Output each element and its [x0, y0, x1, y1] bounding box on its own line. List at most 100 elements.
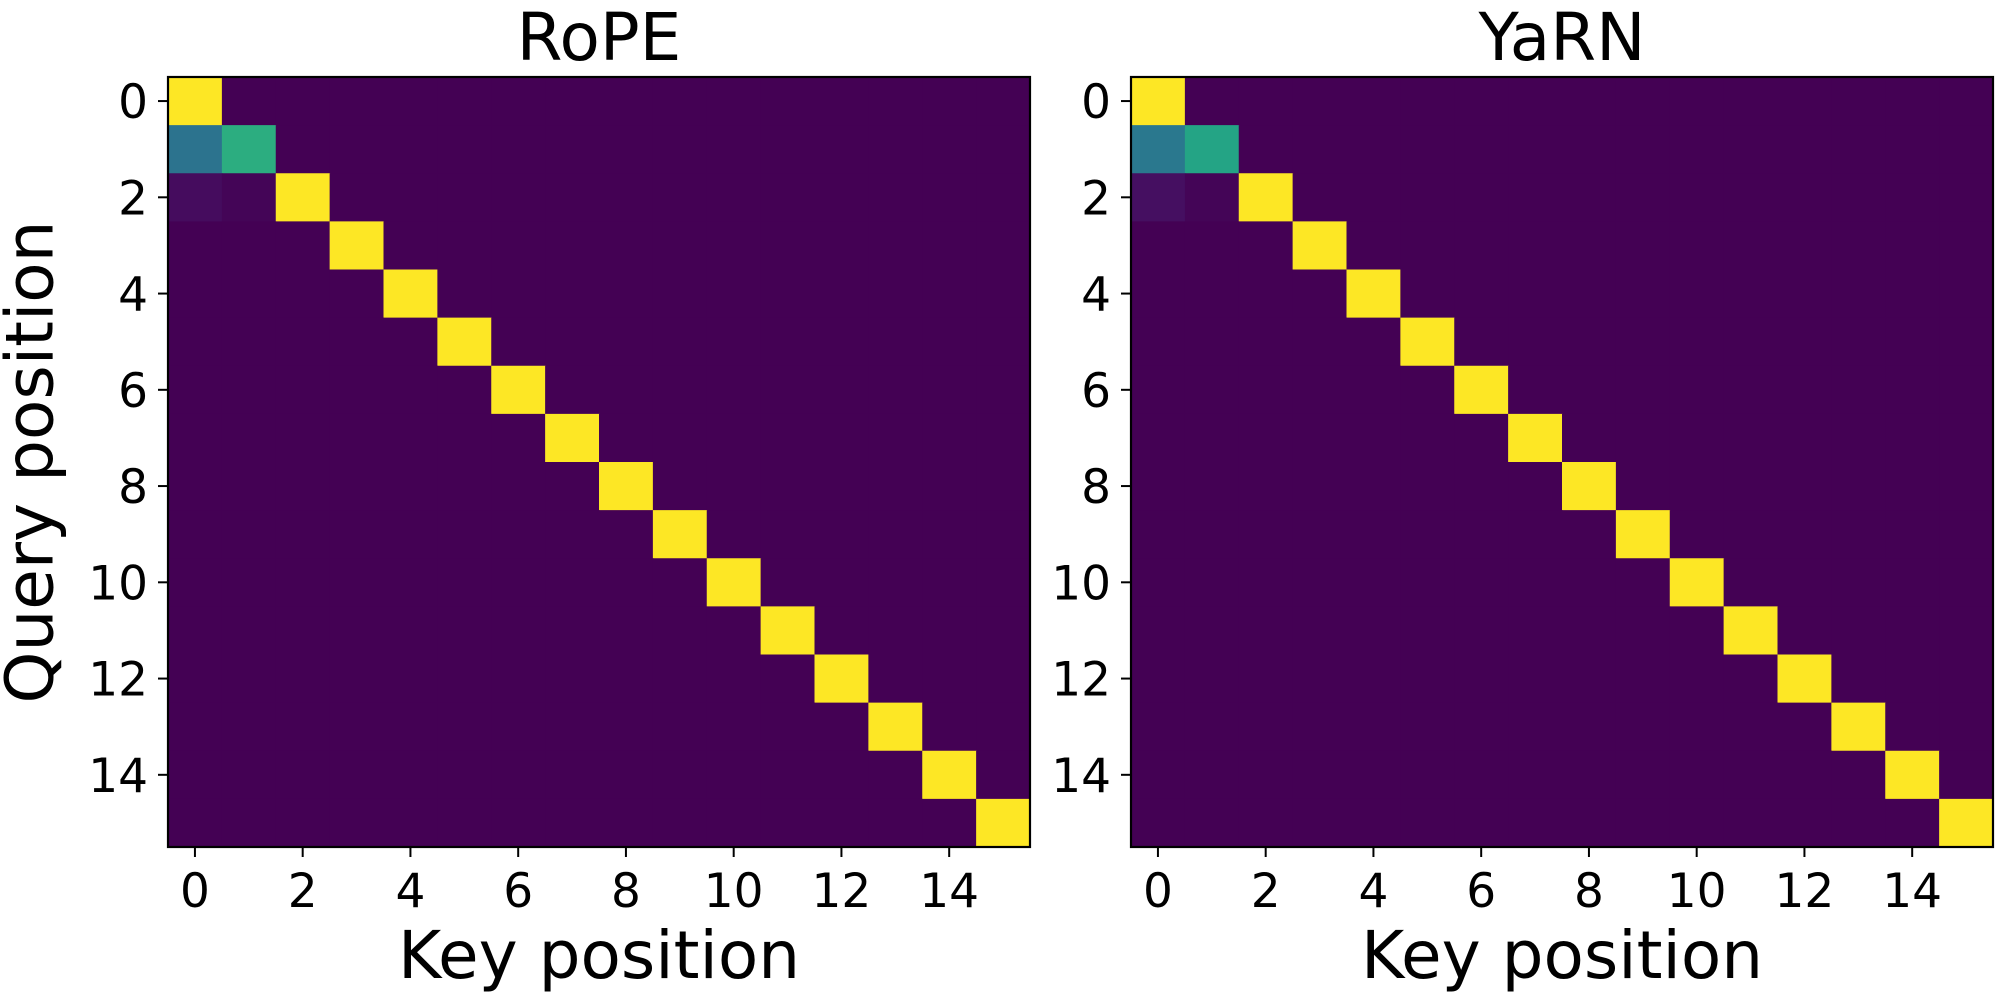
heatmap-cell	[1400, 269, 1455, 319]
heatmap-cell	[1346, 750, 1401, 800]
heatmap-cell	[491, 654, 546, 704]
heatmap-cell	[1831, 317, 1886, 367]
heatmap-cell	[599, 750, 654, 800]
heatmap-cell	[1939, 125, 1994, 174]
heatmap-cell	[168, 606, 223, 656]
heatmap-cell	[1346, 462, 1401, 511]
heatmap-cell	[275, 317, 331, 367]
heatmap-cells	[168, 77, 1031, 848]
heatmap-cell	[652, 558, 708, 607]
heatmap-cell	[1831, 510, 1886, 559]
heatmap-cell	[814, 558, 869, 607]
heatmap-cell	[329, 269, 385, 319]
heatmap-cell	[275, 173, 331, 222]
heatmap-cell	[437, 221, 492, 271]
heatmap-cell	[221, 510, 277, 559]
heatmap-cell	[545, 510, 600, 559]
heatmap-cell	[1400, 173, 1455, 222]
heatmap-cell	[922, 558, 977, 607]
heatmap-cell	[1238, 221, 1294, 271]
heatmap-cell	[437, 365, 492, 415]
heatmap-cell	[706, 750, 762, 800]
heatmap-cell	[814, 269, 869, 319]
heatmap-cell	[1292, 654, 1348, 704]
heatmap-cell	[599, 558, 654, 607]
heatmap-cell	[1346, 77, 1401, 126]
heatmap-cell	[706, 365, 762, 415]
heatmap-cell	[1939, 798, 1994, 848]
heatmap-cell	[868, 510, 923, 559]
heatmap-cell	[1615, 413, 1671, 463]
heatmap-cell	[329, 702, 385, 752]
heatmap-cell	[868, 750, 923, 800]
heatmap-cell	[491, 606, 546, 656]
heatmap-cell	[706, 558, 762, 607]
heatmap-cell	[599, 221, 654, 271]
heatmap-cell	[1562, 606, 1617, 656]
heatmap-cell	[1831, 77, 1886, 126]
heatmap-cell	[1131, 654, 1186, 704]
heatmap-cell	[1831, 413, 1886, 463]
heatmap-cell	[491, 365, 546, 415]
heatmap-cell	[1615, 750, 1671, 800]
heatmap-cell	[814, 125, 869, 174]
heatmap-cell	[437, 750, 492, 800]
heatmap-cell	[1669, 173, 1725, 222]
heatmap-cell	[1615, 510, 1671, 559]
heatmap-cell	[1562, 413, 1617, 463]
heatmap-cell	[706, 77, 762, 126]
heatmap-cell	[1238, 654, 1294, 704]
heatmap-cell	[545, 77, 600, 126]
heatmap-cell	[760, 462, 816, 511]
y-tick-label: 14	[1051, 749, 1111, 804]
y-tick-label: 14	[88, 749, 148, 804]
heatmap-cell	[1562, 365, 1617, 415]
heatmap-cell	[329, 606, 385, 656]
heatmap-cell	[760, 606, 816, 656]
heatmap-cell	[1669, 654, 1725, 704]
heatmap-cell	[168, 750, 223, 800]
heatmap-cell	[976, 702, 1031, 752]
heatmap-cell	[275, 269, 331, 319]
heatmap-cell	[383, 798, 438, 848]
heatmap-cell	[599, 606, 654, 656]
heatmap-cell	[1777, 413, 1832, 463]
heatmap-cell	[1615, 125, 1671, 174]
heatmap-cell	[1508, 125, 1563, 174]
x-tick-label: 4	[395, 864, 425, 919]
x-axis-ticks: 0 2 4 6 8 10 12 14	[180, 847, 979, 919]
y-tick-label: 10	[88, 556, 148, 611]
heatmap-cell	[168, 221, 223, 271]
heatmap-cell	[652, 77, 708, 126]
heatmap-cell	[1508, 317, 1563, 367]
heatmap-cell	[706, 125, 762, 174]
heatmap-cell	[1508, 798, 1563, 848]
heatmap-cell	[1292, 77, 1348, 126]
heatmap-cell	[1346, 606, 1401, 656]
heatmap-cell	[168, 365, 223, 415]
x-tick-label: 8	[611, 864, 641, 919]
heatmap-cell	[1615, 269, 1671, 319]
heatmap-cell	[1723, 798, 1779, 848]
heatmap-cell	[760, 413, 816, 463]
heatmap-cell	[976, 77, 1031, 126]
heatmap-cell	[706, 510, 762, 559]
y-tick-label: 12	[1051, 653, 1111, 708]
heatmap-cell	[922, 798, 977, 848]
y-tick-label: 2	[1081, 171, 1111, 226]
heatmap-cell	[1723, 606, 1779, 656]
y-axis-ticks: 0 2 4 6 8 10 12 14	[1051, 75, 1131, 804]
heatmap-cell	[868, 269, 923, 319]
heatmap-cell	[1831, 269, 1886, 319]
heatmap-cell	[1615, 77, 1671, 126]
heatmap-cell	[491, 413, 546, 463]
x-tick-label: 0	[1143, 864, 1173, 919]
y-tick-label: 2	[118, 171, 148, 226]
x-tick-label: 6	[503, 864, 533, 919]
heatmap-cell	[1238, 77, 1294, 126]
heatmap-cell	[1508, 77, 1563, 126]
heatmap-cell	[1131, 462, 1186, 511]
plot-frame	[166, 75, 1032, 849]
heatmap-cell	[1292, 221, 1348, 271]
heatmap-cell	[329, 798, 385, 848]
